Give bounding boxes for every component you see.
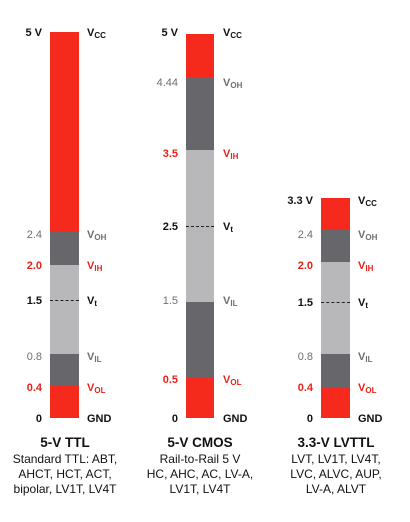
cmos-family-line: LV1T, LV4T — [169, 482, 231, 496]
cmos-voh-label: VOH — [223, 77, 243, 90]
ttl-vih-label: VIH — [87, 260, 103, 273]
lvttl-vcc-value: 3.3 V — [287, 195, 313, 207]
cmos-voh-value: 4.44 — [156, 77, 178, 89]
ttl-transition-segment — [50, 265, 79, 354]
lvttl-bar — [321, 198, 350, 418]
cmos-threshold-line — [186, 226, 214, 227]
cmos-vol-label: VOL — [223, 374, 242, 387]
cmos-vil-segment — [186, 302, 214, 378]
lvttl-vt-label: Vt — [358, 297, 369, 310]
lvttl-vol-value: 0.4 — [297, 382, 313, 394]
lvttl-vih-value: 2.0 — [297, 260, 313, 272]
cmos-vcc-value: 5 V — [161, 27, 178, 39]
ttl-voh-label: VOH — [87, 229, 107, 242]
ttl-vil-value: 0.8 — [26, 351, 42, 363]
cmos-vih-value: 3.5 — [162, 148, 178, 160]
lvttl-threshold-line — [321, 302, 350, 303]
ttl-vol-label: VOL — [87, 382, 106, 395]
lvttl-gnd-value: 0 — [306, 413, 313, 425]
ttl-bar — [50, 32, 79, 418]
lvttl-red-high-segment — [321, 198, 350, 230]
ttl-caption: 5-V TTL Standard TTL: ABT, AHCT, HCT, AC… — [0, 434, 130, 497]
ttl-family-line: Standard TTL: ABT, — [12, 452, 118, 466]
lvttl-vt-value: 1.5 — [297, 297, 313, 309]
ttl-red-low-segment — [50, 386, 79, 418]
lvttl-voh-segment — [321, 230, 350, 262]
lvttl-family-line: LV-A, ALVT — [305, 482, 367, 496]
ttl-threshold-line — [50, 300, 79, 301]
cmos-vih-label: VIH — [223, 148, 239, 161]
cmos-vt-label: Vt — [223, 221, 234, 234]
ttl-family-line: bipolar, LV1T, LV4T — [13, 482, 117, 496]
lvttl-voh-value: 2.4 — [297, 229, 313, 241]
ttl-vt-value: 1.5 — [26, 295, 42, 307]
ttl-vih-value: 2.0 — [26, 260, 42, 272]
cmos-family-line: HC, AHC, AC, LV-A, — [146, 467, 254, 481]
cmos-vil-label: VIL — [223, 295, 238, 308]
cmos-vil-value: 1.5 — [162, 295, 178, 307]
lvttl-vil-segment — [321, 354, 350, 388]
ttl-gnd-value: 0 — [35, 413, 42, 425]
cmos-gnd-value: 0 — [171, 413, 178, 425]
lvttl-red-low-segment — [321, 388, 350, 418]
lvttl-gnd-label: GND — [358, 413, 383, 425]
cmos-red-high-segment — [186, 34, 214, 77]
lvttl-vih-label: VIH — [358, 260, 374, 273]
cmos-vt-value: 2.5 — [162, 221, 178, 233]
ttl-vcc-label: VCC — [87, 27, 106, 40]
ttl-vol-value: 0.4 — [26, 382, 42, 394]
cmos-vcc-label: VCC — [223, 27, 242, 40]
ttl-gnd-label: GND — [87, 413, 112, 425]
cmos-title: 5-V CMOS — [167, 435, 233, 450]
cmos-caption: 5-V CMOS Rail-to-Rail 5 V HC, AHC, AC, L… — [134, 434, 266, 497]
lvttl-title: 3.3-V LVTTL — [297, 435, 375, 450]
ttl-vt-label: Vt — [87, 295, 98, 308]
cmos-vol-value: 0.5 — [162, 374, 178, 386]
lvttl-vcc-label: VCC — [358, 195, 377, 208]
cmos-voh-segment — [186, 77, 214, 150]
ttl-title: 5-V TTL — [40, 435, 90, 450]
lvttl-vol-label: VOL — [358, 382, 377, 395]
lvttl-family-line: LVT, LV1T, LV4T, — [291, 452, 381, 466]
ttl-vcc-value: 5 V — [25, 27, 42, 39]
cmos-family-line: Rail-to-Rail 5 V — [159, 452, 241, 466]
cmos-red-low-segment — [186, 378, 214, 418]
ttl-red-high-segment — [50, 32, 79, 232]
ttl-vil-segment — [50, 354, 79, 386]
cmos-gnd-label: GND — [223, 413, 248, 425]
lvttl-caption: 3.3-V LVTTL LVT, LV1T, LV4T, LVC, ALVC, … — [270, 434, 402, 497]
ttl-voh-value: 2.4 — [26, 229, 42, 241]
ttl-family-line: AHCT, HCT, ACT, — [18, 467, 112, 481]
ttl-vil-label: VIL — [87, 351, 102, 364]
lvttl-vil-label: VIL — [358, 351, 373, 364]
ttl-voh-segment — [50, 232, 79, 265]
lvttl-family-line: LVC, ALVC, AUP, — [290, 467, 382, 481]
lvttl-transition-segment — [321, 262, 350, 354]
lvttl-vil-value: 0.8 — [297, 351, 313, 363]
lvttl-voh-label: VOH — [358, 229, 378, 242]
